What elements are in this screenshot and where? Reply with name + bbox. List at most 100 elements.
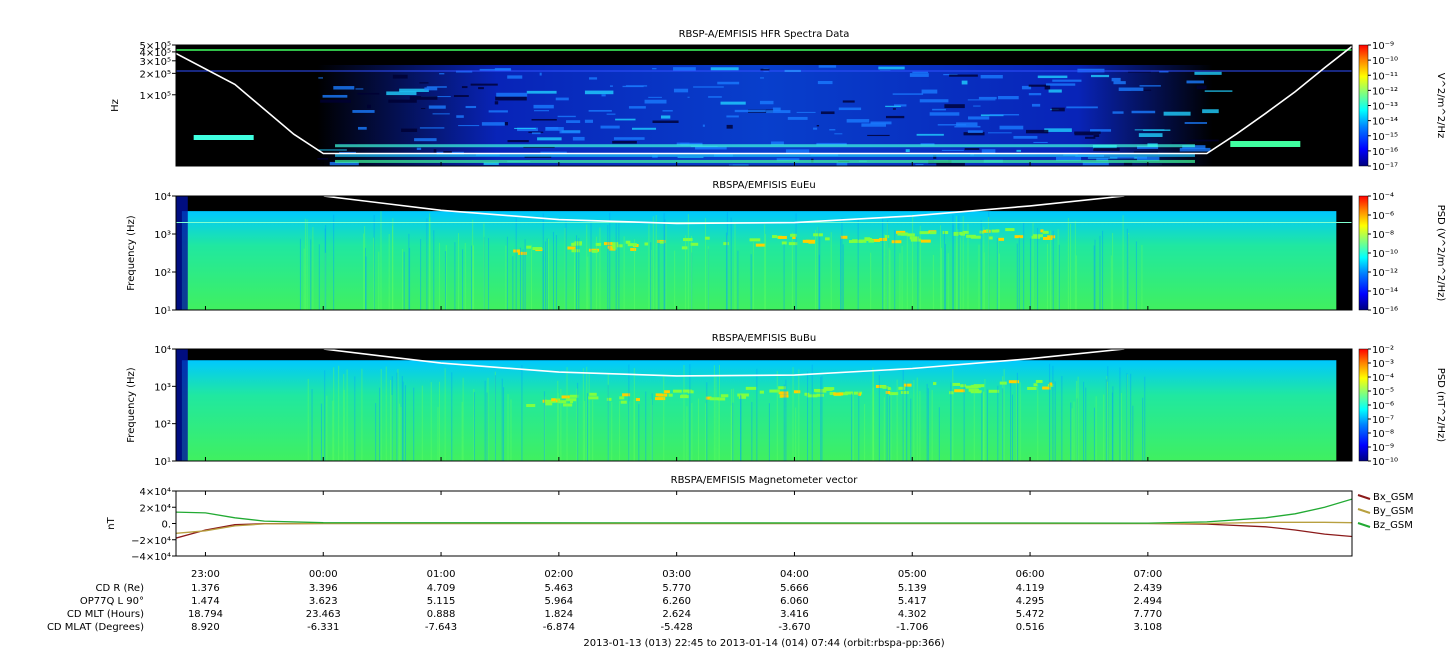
noise-streak xyxy=(996,238,998,310)
noise-streak xyxy=(1105,379,1107,461)
noise-streak xyxy=(1047,243,1049,310)
noise-streak xyxy=(588,371,590,461)
cyclotron-curve xyxy=(323,196,1125,225)
hfr-noise xyxy=(339,151,357,154)
chorus-emission xyxy=(673,389,682,393)
hfr-noise xyxy=(483,162,499,165)
ephemeris-value: 6.260 xyxy=(662,596,691,607)
chorus-emission xyxy=(513,249,521,253)
noise-streak xyxy=(343,389,345,461)
y-tick-label: 10¹ xyxy=(154,457,171,468)
noise-streak xyxy=(582,368,584,461)
noise-streak xyxy=(959,237,961,310)
hfr-noise xyxy=(766,110,791,114)
noise-streak xyxy=(851,393,853,461)
hfr-noise xyxy=(997,96,1019,100)
noise-streak xyxy=(663,212,665,310)
noise-streak xyxy=(1037,384,1039,461)
legend-swatch xyxy=(1357,522,1371,528)
noise-streak xyxy=(628,364,630,461)
y-tick-label: 0. xyxy=(161,520,171,531)
noise-streak xyxy=(403,251,405,310)
noise-streak xyxy=(611,402,613,461)
hfr-emission-band xyxy=(335,159,1195,163)
hfr-noise xyxy=(517,127,538,132)
spectrogram-fill xyxy=(181,360,1337,461)
noise-streak xyxy=(967,223,969,310)
hfr-noise xyxy=(1066,106,1098,109)
hfr-noise xyxy=(687,96,690,98)
hfr-noise xyxy=(999,125,1024,130)
chorus-emission xyxy=(889,392,899,396)
ephemeris-value: 3.108 xyxy=(1134,622,1163,633)
noise-streak xyxy=(433,230,435,310)
noise-streak xyxy=(461,402,463,461)
x-tick-label: 03:00 xyxy=(662,569,691,580)
hfr-noise xyxy=(388,99,417,103)
hfr-noise xyxy=(528,131,544,133)
chorus-emission xyxy=(805,239,816,243)
hfr-noise xyxy=(870,121,892,125)
noise-streak xyxy=(1112,386,1114,461)
noise-streak xyxy=(426,218,428,310)
ephemeris-value: 3.623 xyxy=(309,596,338,607)
noise-streak xyxy=(899,253,901,310)
noise-streak xyxy=(872,371,874,461)
hfr-noise xyxy=(401,128,418,132)
chorus-emission xyxy=(606,397,612,401)
hfr-noise xyxy=(357,126,367,130)
noise-streak xyxy=(1119,367,1121,461)
noise-streak xyxy=(1074,221,1076,310)
noise-streak xyxy=(560,388,562,461)
noise-streak xyxy=(365,247,367,310)
noise-streak xyxy=(841,218,843,310)
noise-streak xyxy=(1049,363,1051,461)
noise-streak xyxy=(725,232,727,310)
chorus-emission xyxy=(619,396,625,400)
hfr-noise xyxy=(488,110,508,113)
y-axis-label: Hz xyxy=(110,99,121,112)
noise-streak xyxy=(952,368,954,461)
chorus-emission xyxy=(759,390,764,394)
panel-title: RBSPA/EMFISIS Magnetometer vector xyxy=(671,475,859,486)
hfr-noise xyxy=(322,94,348,98)
noise-streak xyxy=(587,256,589,310)
hfr-noise xyxy=(973,105,981,107)
x-tick-label: 06:00 xyxy=(1016,569,1045,580)
noise-streak xyxy=(1037,227,1039,310)
noise-streak xyxy=(945,243,947,310)
cyclotron-curve xyxy=(323,349,1125,377)
hfr-noise xyxy=(1028,93,1042,96)
noise-streak xyxy=(840,236,842,310)
noise-streak xyxy=(952,214,954,310)
chorus-emission xyxy=(970,235,982,239)
chorus-emission xyxy=(792,235,796,239)
chorus-emission xyxy=(553,399,560,403)
hfr-noise xyxy=(760,77,765,79)
hfr-noise xyxy=(677,156,704,158)
hfr-noise xyxy=(318,77,324,79)
ephemeris-value: 0.516 xyxy=(1016,622,1045,633)
chorus-emission xyxy=(630,247,637,251)
chorus-emission xyxy=(526,245,532,249)
colorbar-tick-label: 10⁻¹² xyxy=(1372,268,1398,279)
hfr-noise xyxy=(1025,129,1049,134)
noise-streak xyxy=(819,236,821,310)
noise-streak xyxy=(1018,237,1020,310)
noise-streak xyxy=(566,367,568,461)
noise-streak xyxy=(399,403,401,461)
hfr-noise xyxy=(734,109,766,113)
noise-streak xyxy=(409,247,411,310)
noise-streak xyxy=(1126,373,1128,461)
noise-streak xyxy=(982,391,984,461)
hfr-noise xyxy=(936,162,965,166)
noise-streak xyxy=(547,238,549,310)
hfr-noise xyxy=(944,104,965,109)
noise-streak xyxy=(704,218,706,310)
chorus-emission xyxy=(910,238,922,242)
noise-streak xyxy=(717,400,719,461)
hfr-noise xyxy=(1194,71,1222,75)
hfr-noise xyxy=(1133,151,1159,154)
noise-streak xyxy=(882,217,884,310)
noise-streak xyxy=(1102,230,1104,310)
